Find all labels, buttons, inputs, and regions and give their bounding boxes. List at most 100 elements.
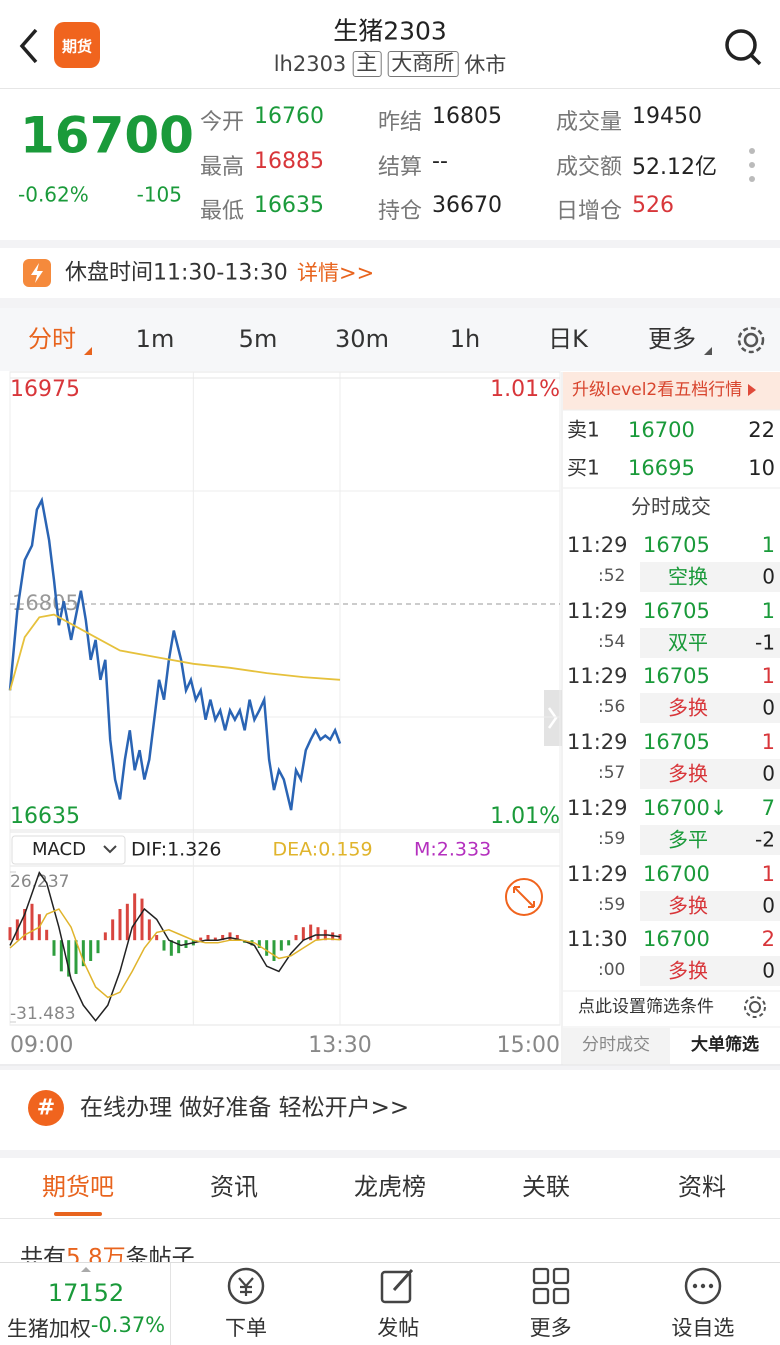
trade-price: 16705 [643,532,710,557]
trade-change: 0 [762,695,775,720]
period-tab[interactable]: 30m [335,325,389,354]
icon [227,1267,265,1305]
action-icon[interactable] [226,1266,266,1306]
bottom-bar: 17152 生猪加权 -0.37% 下单 发帖 更多 设自选 [0,1262,780,1345]
expand-icon [513,886,535,908]
level-volume: 22 [748,417,775,442]
banner-arrow [748,384,756,396]
collapse-handle[interactable] [544,690,562,746]
contract-tag: 大商所 [387,51,459,77]
macd-bar [67,940,71,977]
stat: 昨结 16805 [378,104,502,136]
stat-value: 36670 [432,193,503,218]
trade-price: 16705 [643,730,710,755]
stat-label: 日增仓 [556,199,623,224]
panel-tab[interactable]: 大单筛选 [691,1035,759,1056]
related-change: -0.37% [90,1313,166,1337]
action-icon[interactable] [531,1266,571,1306]
section-tab[interactable]: 关联 [522,1173,570,1202]
separator [0,1150,780,1158]
action-label[interactable]: 下单 [225,1315,267,1340]
promo-text[interactable]: 在线办理 做好准备 轻松开户>> [80,1094,410,1121]
trade-change: 0 [762,761,775,786]
stat-label: 最高 [200,155,245,180]
macd-bar [118,908,122,941]
level2-banner[interactable]: 升级level2看五档行情 [572,380,743,401]
indicator-name[interactable]: MACD [32,839,86,860]
macd-bar [59,940,63,972]
macd-bar [52,940,56,956]
macd-bar [45,929,49,941]
trade-price: 16700 [643,861,710,886]
more-dots[interactable] [744,146,760,186]
stat: 今开 16760 [200,104,324,136]
action-icon[interactable] [378,1266,418,1306]
reference-label: 16805 [12,591,79,615]
macd-bar [316,927,320,941]
action-label[interactable]: 发帖 [377,1315,420,1340]
macd-bar [8,927,12,941]
trades-title: 分时成交 [631,494,711,519]
section-tab[interactable]: 龙虎榜 [354,1173,426,1202]
period-tab[interactable]: 1m [135,325,175,354]
trade-volume: 1 [761,664,775,689]
stat-value: 16885 [254,149,325,174]
section-tab[interactable]: 资料 [678,1173,726,1202]
period-tab[interactable]: 分时 [28,325,76,354]
macd-bar [177,940,181,954]
promo-icon-bg [28,1090,64,1126]
section-tab[interactable]: 资讯 [210,1173,258,1202]
trade-change: 0 [762,958,775,983]
panel-tab[interactable]: 分时成交 [582,1035,650,1056]
trade-second: :00 [598,960,626,981]
stat-value: 16805 [432,104,503,129]
related-label: 生猪加权 [6,1317,91,1341]
related-name[interactable]: 生猪加权 -0.37% [7,1313,165,1343]
change: -105 [136,182,182,207]
related-price[interactable]: 17152 [47,1279,125,1308]
trade-volume: 1 [761,730,775,755]
section-tab[interactable]: 期货吧 [42,1173,114,1202]
notice-link[interactable]: 详情>> [297,260,375,285]
market-status: 休市 [464,53,507,77]
stat-value: 16760 [254,104,325,129]
level-label: 买1 [567,455,600,480]
icon [381,1268,414,1304]
trade-kind-bg [640,956,780,987]
indicator-select[interactable] [11,835,126,865]
trade-time: 11:29 [567,532,628,557]
action-label[interactable]: 更多 [529,1315,572,1340]
period-tab[interactable]: 5m [238,325,278,354]
period-tab[interactable]: 1h [449,325,481,354]
search-button[interactable] [722,26,764,68]
back-button[interactable] [14,26,44,66]
filter-link[interactable]: 点此设置筛选条件 [578,997,714,1018]
action-label[interactable]: 设自选 [671,1315,735,1340]
title: 生猪2303 [333,16,447,46]
legend-entry: DIF:1.326 [131,839,221,861]
expand-button[interactable] [505,878,543,916]
trade-kind: 空换 [668,564,708,589]
action-icon[interactable] [683,1266,723,1306]
trade-kind-bg [640,890,780,921]
macd-bar [162,940,166,951]
app-icon[interactable] [54,22,100,68]
tab-bg[interactable] [563,1028,670,1065]
trade-second: :56 [598,697,626,718]
subtitle: lh2303 主大商所 休市 [274,49,507,79]
settings-button[interactable] [734,323,768,357]
level-price: 16700 [628,417,695,442]
trade-kind: 多平 [668,827,708,852]
macd-bar [30,903,34,941]
trade-time: 11:30 [567,927,628,952]
level2-banner-bg[interactable] [563,372,780,410]
period-tab[interactable]: 日K [548,325,588,354]
level-volume: 10 [748,455,775,480]
macd-bar [140,898,144,941]
filter-settings[interactable] [740,992,770,1022]
icon [684,1267,722,1305]
macd-bar [81,940,85,967]
stat: 结算 -- [378,149,448,181]
average-line [9,613,341,691]
period-tab[interactable]: 更多 [648,325,696,354]
